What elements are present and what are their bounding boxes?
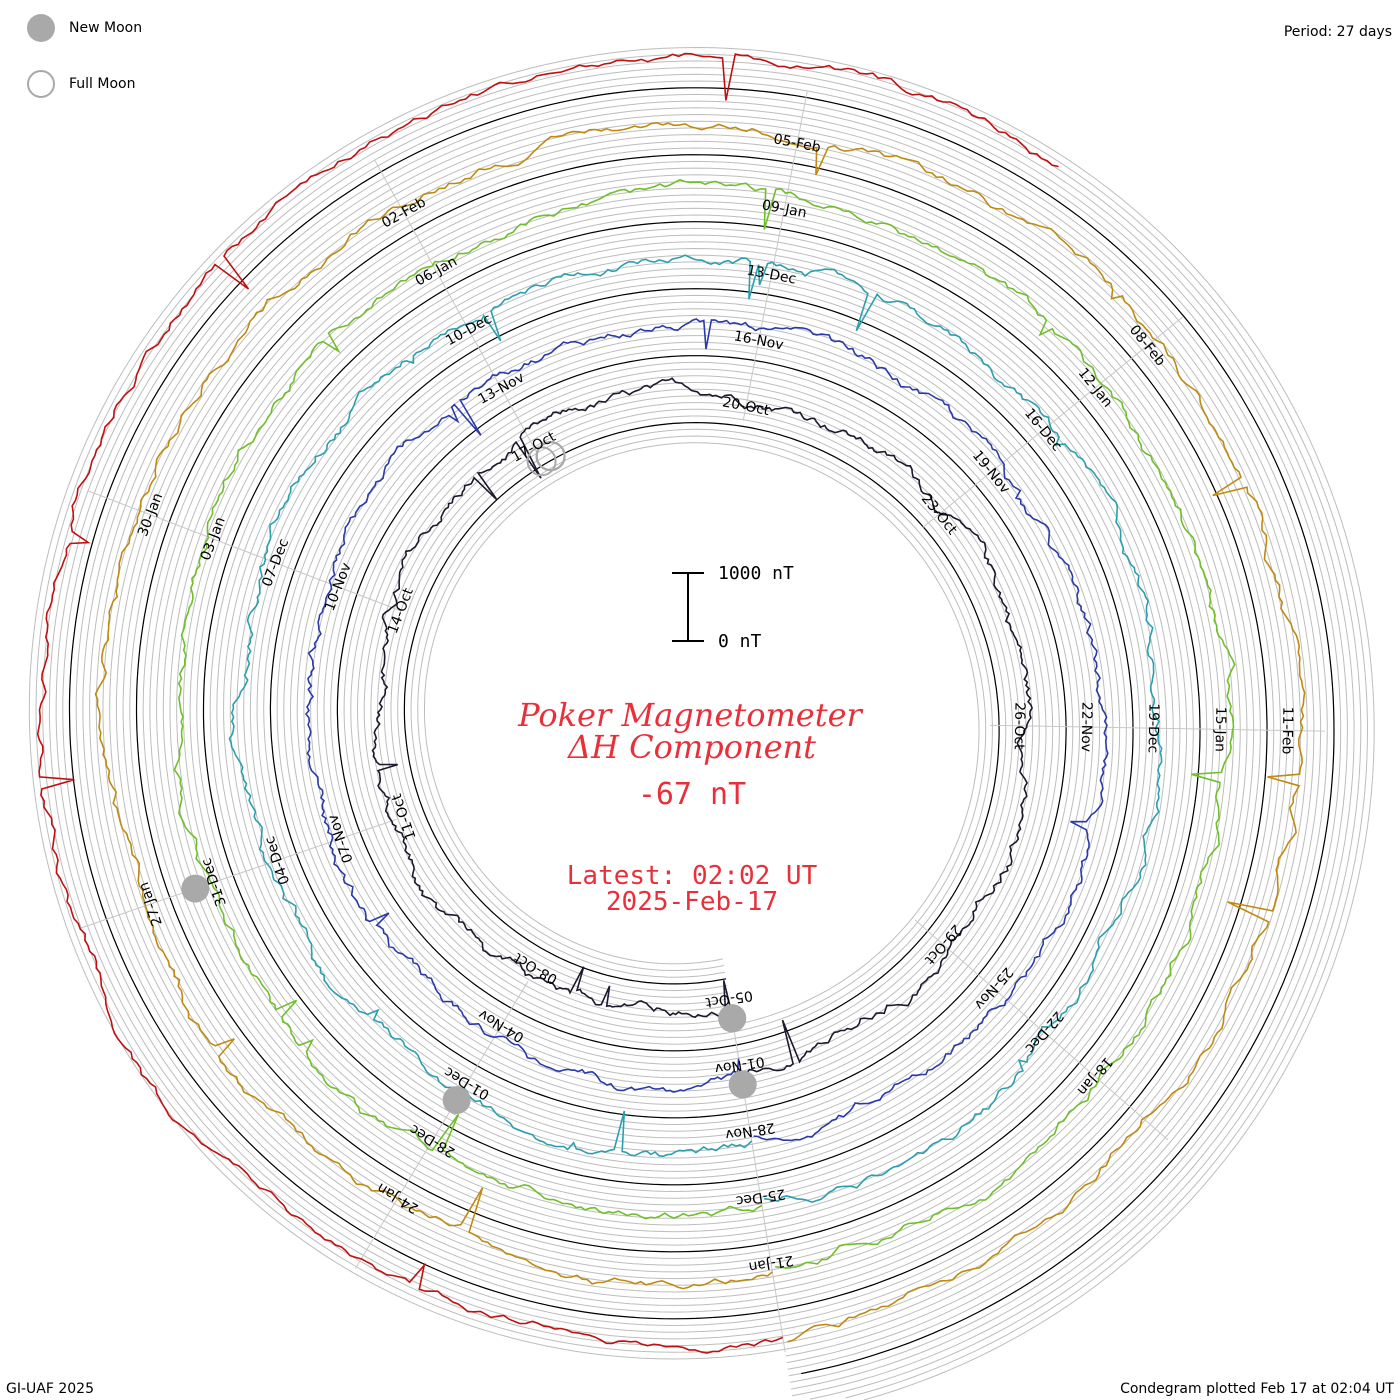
date-label: 22-Nov	[1078, 702, 1095, 752]
trace-layer	[36, 52, 1306, 1354]
trace-05-Oct	[371, 377, 1033, 1075]
full-moon-marker	[526, 446, 557, 477]
date-label: 19-Dec	[1145, 703, 1162, 753]
radial-spoke	[989, 724, 1325, 732]
date-label: 21-Jan	[747, 1252, 794, 1275]
chart-title: Poker Magnetometer	[517, 696, 863, 734]
date-label: 23-Oct	[918, 491, 961, 538]
radial-spoke	[354, 981, 529, 1269]
date-label: 16-Nov	[732, 328, 784, 353]
date-label: 10-Nov	[322, 561, 355, 614]
date-label: 20-Oct	[721, 394, 771, 419]
radial-spoke	[921, 316, 1183, 529]
date-label: 05-Feb	[772, 131, 822, 156]
date-label: 25-Dec	[735, 1185, 787, 1209]
new-moon-marker	[718, 1004, 747, 1033]
footer-credit: GI-UAF 2025	[6, 1381, 94, 1397]
date-label: 30-Jan	[135, 491, 166, 539]
date-label: 03-Jan	[198, 515, 229, 563]
trace-17-Feb	[36, 52, 1059, 1354]
scale-bar: 1000 nT 0 nT	[672, 563, 794, 652]
radial-spoke	[79, 818, 397, 929]
scale-bar-top-label: 1000 nT	[718, 563, 794, 584]
date-label: 07-Nov	[325, 812, 356, 865]
radial-spoke	[374, 160, 538, 454]
legend-full-moon: Full Moon	[27, 70, 135, 98]
legend-full-moon-label: Full Moon	[69, 76, 136, 92]
full-moon-marker	[535, 441, 566, 472]
new-moon-icon	[27, 14, 55, 42]
period-label: Period: 27 days	[1283, 24, 1392, 40]
latest-time: Latest: 02:02 UT	[567, 861, 818, 891]
new-moon-marker	[728, 1070, 757, 1099]
date-label: 16-Dec	[1021, 406, 1065, 455]
full-moon-icon	[27, 70, 55, 98]
current-value: -67 nT	[638, 777, 746, 812]
date-label: 05-Oct	[704, 987, 754, 1010]
date-label: 14-Oct	[385, 585, 417, 636]
date-label: 01-Nov	[714, 1053, 766, 1077]
date-label: 06-Jan	[413, 254, 460, 290]
trace-28-Nov	[228, 254, 1163, 1204]
date-label: 22-Dec	[1021, 1008, 1066, 1056]
scale-bar-bottom-label: 0 nT	[718, 631, 762, 652]
date-label: 13-Nov	[476, 370, 528, 408]
date-label: 28-Nov	[724, 1119, 776, 1143]
date-label: 04-Dec	[262, 834, 293, 886]
date-label: 04-Nov	[476, 1006, 527, 1046]
date-label: 11-Oct	[389, 791, 420, 842]
moon-layer	[181, 441, 757, 1115]
radial-spoke	[742, 91, 808, 421]
date-label: 18-Jan	[1074, 1054, 1116, 1099]
legend-new-moon-label: New Moon	[69, 20, 143, 36]
date-label: 27-Jan	[136, 880, 166, 928]
date-label: 11-Feb	[1279, 707, 1296, 755]
new-moon-marker	[442, 1086, 471, 1115]
footer-plotted: Condegram plotted Feb 17 at 02:04 UT	[1120, 1381, 1394, 1397]
date-label: 24-Jan	[374, 1179, 421, 1216]
trace-21-Jan	[94, 121, 1306, 1343]
trace-25-Dec	[173, 178, 1236, 1270]
latest-date: 2025-Feb-17	[606, 887, 778, 917]
zero-spiral	[68, 87, 1335, 1375]
new-moon-marker	[181, 874, 210, 903]
date-label: 26-Oct	[1011, 702, 1028, 750]
chart-subtitle: ΔH Component	[566, 728, 816, 766]
date-label: 15-Jan	[1212, 707, 1229, 753]
date-label: 25-Nov	[971, 964, 1016, 1012]
trace-01-Nov	[304, 318, 1109, 1142]
date-label: 19-Nov	[969, 448, 1013, 497]
legend-new-moon: New Moon	[27, 14, 142, 42]
